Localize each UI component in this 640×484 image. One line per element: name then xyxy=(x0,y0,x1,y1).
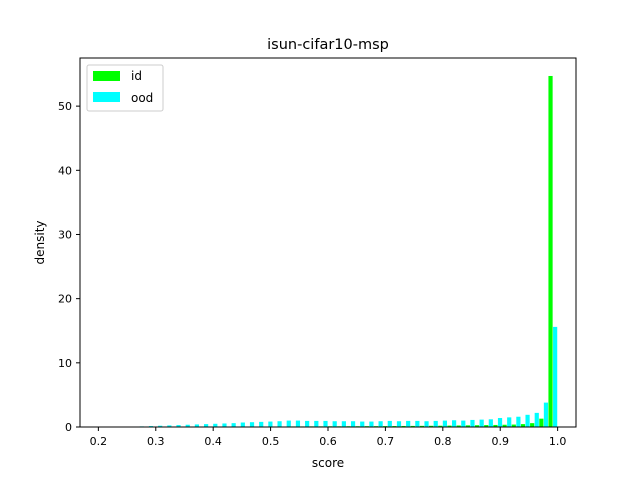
histogram-bar-ood xyxy=(388,421,392,427)
histogram-bar-ood xyxy=(369,422,373,427)
histogram-bar-ood xyxy=(241,423,245,427)
histogram-bar-ood xyxy=(507,417,511,427)
chart-title: isun-cifar10-msp xyxy=(267,37,389,53)
histogram-bar-ood xyxy=(351,421,355,427)
histogram-bar-ood xyxy=(525,415,529,427)
histogram-bar-ood xyxy=(314,421,318,427)
histogram-bar-ood xyxy=(305,421,309,427)
x-tick-label: 0.9 xyxy=(491,435,509,448)
y-axis-label: density xyxy=(33,221,47,265)
histogram-bar-ood xyxy=(489,419,493,427)
histogram-bar-ood xyxy=(296,421,300,427)
y-tick-label: 10 xyxy=(58,357,72,370)
histogram-bar-ood xyxy=(323,421,327,427)
x-tick-label: 0.7 xyxy=(377,435,395,448)
y-tick-label: 40 xyxy=(58,164,72,177)
histogram-bar-id xyxy=(548,76,552,427)
histogram-bar-ood xyxy=(553,327,557,427)
histogram-bar-ood xyxy=(397,421,401,427)
histogram-bar-ood xyxy=(415,421,419,427)
histogram-bar-ood xyxy=(222,423,226,427)
histogram-bar-ood xyxy=(498,418,502,427)
histogram-bar-id xyxy=(539,419,543,427)
legend-swatch-id xyxy=(93,71,120,81)
x-tick-label: 0.2 xyxy=(90,435,108,448)
histogram-bar-ood xyxy=(406,421,410,427)
legend-label-id: id xyxy=(131,69,142,83)
histogram-bar-ood xyxy=(250,422,254,427)
histogram-bar-ood xyxy=(535,413,539,427)
histogram-bar-ood xyxy=(259,422,263,427)
y-tick-label: 20 xyxy=(58,293,72,306)
y-tick-label: 30 xyxy=(58,228,72,241)
histogram-bar-ood xyxy=(424,421,428,427)
histogram-bar-ood xyxy=(461,421,465,427)
histogram-bar-ood xyxy=(287,421,291,427)
x-tick-label: 0.6 xyxy=(319,435,337,448)
histogram-bar-ood xyxy=(470,420,474,427)
histogram-bar-ood xyxy=(480,420,484,427)
histogram-bar-ood xyxy=(379,421,383,427)
x-tick-label: 0.8 xyxy=(434,435,452,448)
legend-label-ood: ood xyxy=(131,91,153,105)
legend: id ood xyxy=(87,65,163,111)
histogram-bar-ood xyxy=(360,422,364,427)
x-tick-label: 0.3 xyxy=(147,435,165,448)
y-tick-label: 50 xyxy=(58,100,72,113)
y-tick-label: 0 xyxy=(65,421,72,434)
histogram-bar-ood xyxy=(452,420,456,427)
histogram-bar-ood xyxy=(268,422,272,427)
x-tick-label: 0.5 xyxy=(262,435,280,448)
x-tick-label: 1.0 xyxy=(549,435,567,448)
histogram-bar-id xyxy=(530,423,534,427)
histogram-bar-ood xyxy=(434,421,438,427)
histogram-bar-ood xyxy=(443,421,447,427)
x-tick-label: 0.4 xyxy=(204,435,222,448)
histogram-bar-ood xyxy=(342,421,346,427)
histogram-bar-ood xyxy=(333,421,337,427)
legend-swatch-ood xyxy=(93,92,120,102)
histogram-bar-ood xyxy=(232,423,236,427)
histogram-bar-ood xyxy=(516,417,520,427)
histogram-bar-ood xyxy=(544,403,548,427)
histogram-bar-ood xyxy=(277,421,281,427)
x-axis-label: score xyxy=(312,456,344,470)
